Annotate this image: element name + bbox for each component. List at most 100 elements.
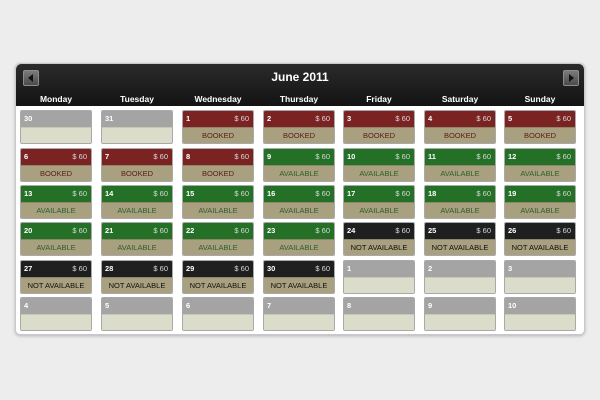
day-cell[interactable]: 8 $ 60 BOOKED [182,148,254,182]
day-status: AVAILABLE [344,202,414,218]
day-price: $ 60 [72,152,87,161]
day-status: AVAILABLE [505,202,575,218]
day-number: 3 [508,264,513,273]
day-cell[interactable]: 6 $ 60 BOOKED [20,148,92,182]
day-number: 25 [428,226,437,235]
day-number: 4 [24,301,29,310]
day-number: 2 [428,264,433,273]
day-cell[interactable]: 10 $ 60 AVAILABLE [343,148,415,182]
day-number: 12 [508,152,517,161]
day-number: 17 [347,189,356,198]
day-price: $ 60 [153,226,168,235]
day-status: BOOKED [183,165,253,181]
booking-calendar: June 2011 Monday Tuesday Wednesday Thursday… [15,63,585,335]
day-status: BOOKED [102,165,172,181]
day-cell[interactable]: 17 $ 60 AVAILABLE [343,185,415,219]
day-cell: 3 [504,260,576,294]
day-number: 8 [186,152,191,161]
day-price: $ 60 [395,152,410,161]
day-price: $ 60 [234,189,249,198]
day-cell[interactable]: 30 $ 60 NOT AVAILABLE [263,260,335,294]
day-price: $ 60 [315,264,330,273]
day-number: 11 [428,152,436,161]
day-number: 20 [24,226,33,235]
day-price: $ 60 [153,264,168,273]
day-cell: 2 [424,260,496,294]
day-status: AVAILABLE [102,239,172,255]
day-cell[interactable]: 26 $ 60 NOT AVAILABLE [504,222,576,256]
weekday-tuesday: Tuesday [120,94,154,104]
day-status: BOOKED [505,127,575,143]
day-status: AVAILABLE [183,202,253,218]
day-number: 8 [347,301,352,310]
weekday-sunday: Sunday [524,94,556,104]
day-cell[interactable]: 24 $ 60 NOT AVAILABLE [343,222,415,256]
day-status: BOOKED [183,127,253,143]
day-status: AVAILABLE [344,165,414,181]
day-status: AVAILABLE [183,239,253,255]
day-status: BOOKED [344,127,414,143]
day-cell[interactable]: 21 $ 60 AVAILABLE [101,222,173,256]
next-month-button[interactable] [563,70,579,86]
day-cell[interactable]: 25 $ 60 NOT AVAILABLE [424,222,496,256]
day-cell[interactable]: 11 $ 60 AVAILABLE [424,148,496,182]
day-number: 31 [105,114,114,123]
day-status [505,277,575,293]
day-price: $ 60 [476,152,491,161]
day-cell[interactable]: 22 $ 60 AVAILABLE [182,222,254,256]
day-cell[interactable]: 2 $ 60 BOOKED [263,110,335,144]
day-status [183,314,253,330]
day-price: $ 60 [315,114,330,123]
day-cell[interactable]: 4 $ 60 BOOKED [424,110,496,144]
day-status: AVAILABLE [264,165,334,181]
day-cell: 10 [504,297,576,331]
weekday-saturday: Saturday [441,94,479,104]
day-price: $ 60 [234,152,249,161]
previous-month-button[interactable] [23,70,39,86]
day-status [264,314,334,330]
day-number: 5 [508,114,513,123]
day-cell[interactable]: 29 $ 60 NOT AVAILABLE [182,260,254,294]
day-price: $ 60 [556,152,571,161]
day-cell[interactable]: 18 $ 60 AVAILABLE [424,185,496,219]
day-cell[interactable]: 28 $ 60 NOT AVAILABLE [101,260,173,294]
day-number: 22 [186,226,195,235]
day-price: $ 60 [234,114,249,123]
day-cell[interactable]: 12 $ 60 AVAILABLE [504,148,576,182]
day-cell[interactable]: 3 $ 60 BOOKED [343,110,415,144]
arrow-right-icon [569,74,574,82]
day-status: NOT AVAILABLE [102,277,172,293]
arrow-left-icon [28,74,33,82]
day-cell[interactable]: 13 $ 60 AVAILABLE [20,185,92,219]
day-status: NOT AVAILABLE [344,239,414,255]
day-cell[interactable]: 19 $ 60 AVAILABLE [504,185,576,219]
day-cell: 6 [182,297,254,331]
day-number: 4 [428,114,433,123]
day-number: 10 [508,301,517,310]
day-number: 14 [105,189,114,198]
day-cell[interactable]: 5 $ 60 BOOKED [504,110,576,144]
day-number: 15 [186,189,195,198]
calendar-header: June 2011 [16,64,584,106]
day-cell[interactable]: 16 $ 60 AVAILABLE [263,185,335,219]
weekday-monday: Monday [39,94,73,104]
weekday-wednesday: Wednesday [194,94,242,104]
weekday-thursday: Thursday [279,94,319,104]
day-price: $ 60 [476,114,491,123]
day-cell[interactable]: 20 $ 60 AVAILABLE [20,222,92,256]
day-cell: 30 [20,110,92,144]
day-cell[interactable]: 14 $ 60 AVAILABLE [101,185,173,219]
day-status: NOT AVAILABLE [425,239,495,255]
day-number: 7 [267,301,272,310]
day-cell[interactable]: 7 $ 60 BOOKED [101,148,173,182]
day-price: $ 60 [395,226,410,235]
day-cell[interactable]: 27 $ 60 NOT AVAILABLE [20,260,92,294]
day-cell[interactable]: 1 $ 60 BOOKED [182,110,254,144]
day-cell[interactable]: 15 $ 60 AVAILABLE [182,185,254,219]
day-price: $ 60 [153,152,168,161]
day-price: $ 60 [153,189,168,198]
day-number: 28 [105,264,114,273]
day-cell[interactable]: 9 $ 60 AVAILABLE [263,148,335,182]
day-price: $ 60 [315,189,330,198]
day-cell[interactable]: 23 $ 60 AVAILABLE [263,222,335,256]
